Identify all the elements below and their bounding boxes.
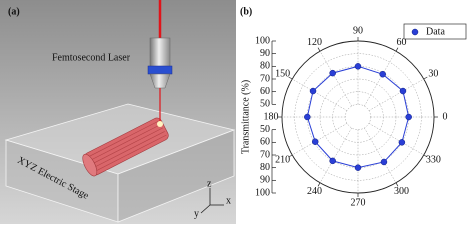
figure: (a) Femtosecond Laser XYZ Electric Stage… — [0, 0, 467, 224]
panel-b: (b) Transmittance (%) 505060607070808090… — [240, 6, 467, 208]
objective — [149, 37, 171, 69]
y-tick-label: 90 — [260, 48, 270, 59]
x-tick — [395, 182, 399, 187]
data-point — [398, 139, 406, 146]
y-tick-label: 60 — [260, 86, 270, 97]
x-tick-label: 330 — [426, 154, 441, 165]
grid-circle — [294, 53, 422, 181]
data-line — [306, 65, 410, 169]
x-tick-label: 300 — [394, 186, 409, 197]
x-tick — [288, 76, 293, 80]
data-point — [354, 63, 362, 70]
axis-y: y — [194, 208, 199, 219]
grid-circle — [307, 66, 409, 168]
data-point — [329, 157, 336, 165]
x-tick-label: 0 — [443, 111, 448, 122]
grid-circle — [345, 104, 371, 130]
grid-spoke — [292, 123, 348, 156]
y-tick-label: 100 — [255, 35, 270, 46]
y-tick-label: 50 — [260, 124, 270, 135]
panel-label: (a) — [8, 6, 20, 17]
x-tick — [317, 182, 321, 187]
legend-marker — [411, 28, 419, 36]
data-point — [405, 113, 412, 121]
x-tick — [317, 47, 321, 52]
x-tick-label: 240 — [307, 186, 322, 197]
x-tick-label: 270 — [351, 197, 366, 208]
x-tick-label: 30 — [428, 68, 438, 79]
grid-spoke — [368, 78, 424, 111]
data-point — [399, 87, 407, 95]
y-axis-label: Transmittance (%) — [240, 80, 251, 154]
y-tick-label: 50 — [260, 99, 270, 110]
x-tick-label: 120 — [307, 37, 322, 48]
y-tick-label: 90 — [260, 175, 270, 186]
data-point — [311, 138, 319, 145]
legend-box — [403, 23, 467, 40]
data-point — [380, 158, 388, 166]
panel-label: (b) — [240, 6, 252, 17]
x-tick-label: 180 — [264, 111, 279, 122]
grid-spoke — [319, 127, 352, 183]
stage-side — [117, 129, 235, 223]
focal-spot — [157, 121, 163, 127]
data-point — [309, 87, 317, 95]
objective-tip — [149, 73, 171, 89]
panel-a: (a) Femtosecond Laser XYZ Electric Stage… — [0, 0, 236, 224]
axis-triad — [200, 188, 224, 214]
y-tick-label: 100 — [255, 187, 270, 198]
data-point — [329, 69, 336, 77]
y-tick-label: 70 — [260, 73, 270, 84]
x-tick — [288, 154, 293, 158]
axis-x: x — [226, 195, 231, 206]
fiber — [82, 117, 169, 177]
data-point — [354, 164, 362, 171]
x-tick-label: 150 — [275, 68, 290, 79]
x-tick — [423, 76, 428, 80]
x-tick-label: 210 — [275, 154, 290, 165]
y-tick-label: 80 — [260, 61, 270, 72]
grid-circle — [319, 78, 397, 156]
x-tick-label: 60 — [397, 37, 407, 48]
laser-label: Femtosecond Laser — [52, 52, 131, 63]
x-tick — [423, 154, 428, 158]
y-tick-label: 70 — [260, 149, 270, 160]
data-point — [304, 113, 311, 121]
data-point — [379, 70, 386, 78]
axis-z: z — [207, 178, 212, 189]
y-tick-label: 60 — [260, 137, 270, 148]
y-tick-label: 80 — [260, 162, 270, 173]
legend-label: Data — [426, 26, 445, 37]
grid-circle — [332, 91, 384, 143]
x-tick — [395, 47, 399, 52]
x-tick-label: 90 — [353, 25, 363, 36]
objective-ring — [147, 65, 173, 75]
